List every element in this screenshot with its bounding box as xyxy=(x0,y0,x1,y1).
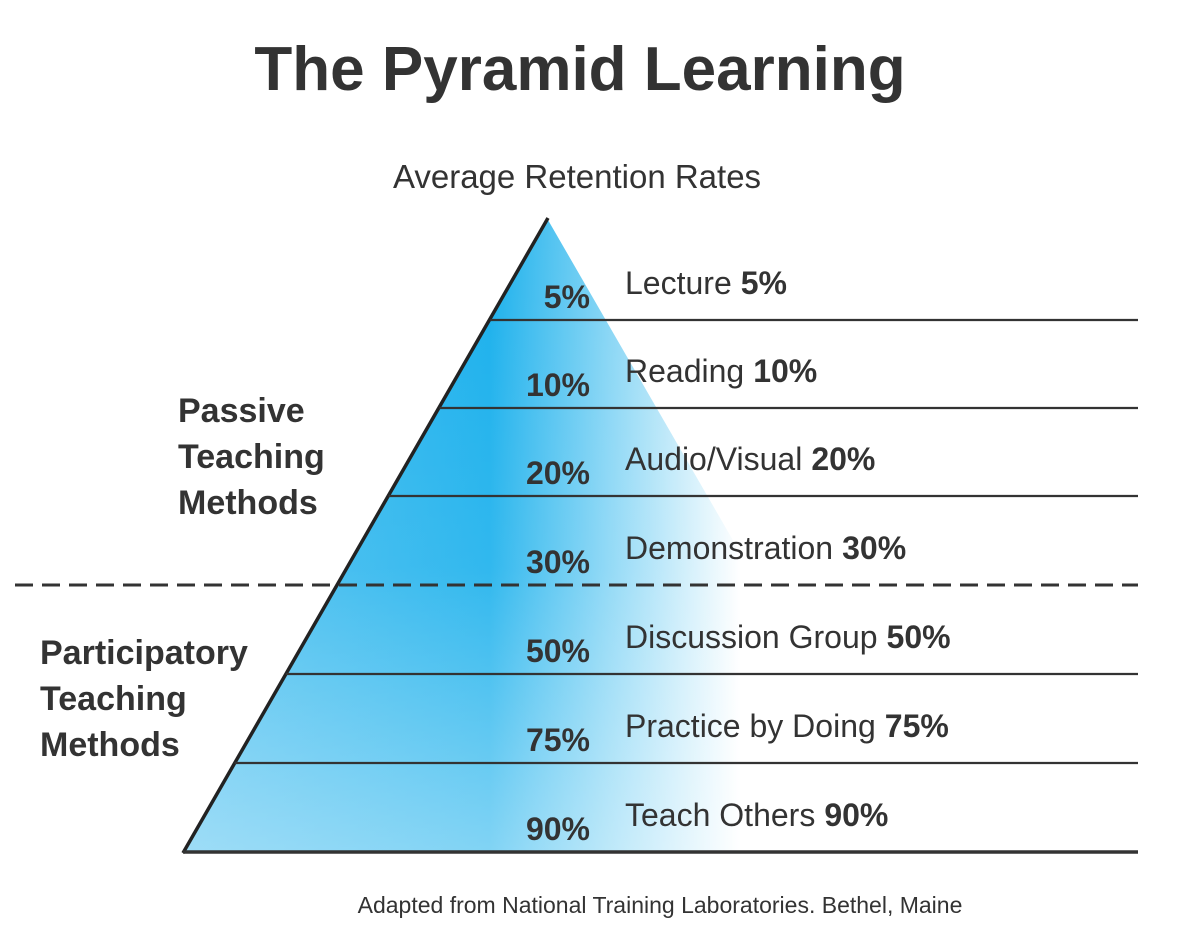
level-name: Demonstration xyxy=(625,530,833,566)
level-label: Practice by Doing 75% xyxy=(625,708,949,744)
level-label: Lecture 5% xyxy=(625,265,787,301)
level-value: 30% xyxy=(842,530,906,566)
level-label: Demonstration 30% xyxy=(625,530,906,566)
level-value: 90% xyxy=(824,797,888,833)
title: The Pyramid Learning xyxy=(254,35,905,104)
svg-text:Participatory: Participatory xyxy=(40,634,248,672)
level-percent: 30% xyxy=(526,544,590,580)
level-value: 75% xyxy=(885,708,949,744)
pyramid-fill-lighten xyxy=(183,220,913,852)
level-name: Teach Others xyxy=(625,797,815,833)
level-percent: 10% xyxy=(526,367,590,403)
passive-group-label: Passive Teaching Methods xyxy=(178,392,325,522)
level-percent: 50% xyxy=(526,633,590,669)
svg-text:Methods: Methods xyxy=(178,484,318,522)
level-name: Discussion Group xyxy=(625,619,878,655)
level-value: 20% xyxy=(811,441,875,477)
level-percent: 90% xyxy=(526,811,590,847)
level-value: 10% xyxy=(753,353,817,389)
svg-text:Teaching: Teaching xyxy=(178,438,325,476)
level-value: 5% xyxy=(741,265,787,301)
level-name: Practice by Doing xyxy=(625,708,876,744)
footer-credit: Adapted from National Training Laborator… xyxy=(358,892,963,918)
level-percent: 75% xyxy=(526,722,590,758)
svg-text:Methods: Methods xyxy=(40,726,180,764)
svg-text:Passive: Passive xyxy=(178,392,305,430)
level-value: 50% xyxy=(887,619,951,655)
level-label: Teach Others 90% xyxy=(625,797,888,833)
level-label: Discussion Group 50% xyxy=(625,619,951,655)
svg-text:Teaching: Teaching xyxy=(40,680,187,718)
level-label: Audio/Visual 20% xyxy=(625,441,875,477)
participatory-group-label: Participatory Teaching Methods xyxy=(40,634,248,764)
level-name: Audio/Visual xyxy=(625,441,802,477)
level-name: Lecture xyxy=(625,265,732,301)
level-percent: 5% xyxy=(544,279,590,315)
level-label: Reading 10% xyxy=(625,353,817,389)
pyramid-left-edge xyxy=(181,217,550,854)
level-name: Reading xyxy=(625,353,744,389)
level-percent: 20% xyxy=(526,455,590,491)
subtitle: Average Retention Rates xyxy=(393,158,761,195)
